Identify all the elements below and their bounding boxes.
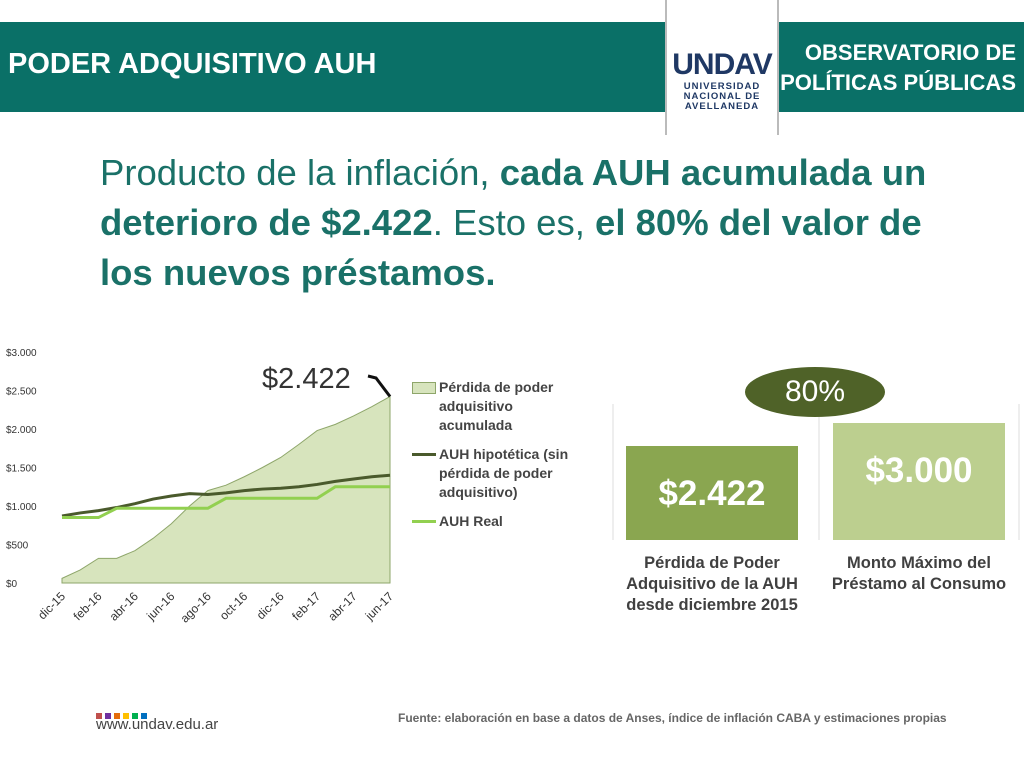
legend-label: AUH Real — [439, 513, 503, 529]
annotation: $2.422 — [262, 363, 351, 395]
legend-item: AUH hipotética (sin pérdida de poder adq… — [412, 445, 582, 502]
logo-box: UNDAV UNIVERSIDAD NACIONAL DE AVELLANEDA — [665, 0, 779, 135]
logo-sub: UNIVERSIDAD NACIONAL DE AVELLANEDA — [667, 82, 777, 112]
value-label: $2.422 — [658, 473, 766, 513]
value-label: $3.000 — [865, 451, 973, 490]
headline-part: . Esto es, — [432, 202, 596, 243]
header-bar — [0, 22, 1024, 112]
legend-swatch — [412, 520, 436, 523]
annotation: 80% — [745, 367, 885, 417]
bar — [833, 423, 1005, 540]
headline-part: el 80% del valor de los nuevos préstamos… — [100, 202, 922, 293]
bar — [626, 445, 798, 540]
headline: Producto de la inflación, cada AUH acumu… — [100, 148, 940, 298]
y-tick-label: $2.000 — [6, 425, 37, 436]
y-tick-label: $1.500 — [6, 464, 37, 475]
headline-part: cada AUH acumulada un deterioro de $2.42… — [100, 152, 927, 243]
y-tick-label: $2.500 — [6, 387, 37, 398]
leader — [367, 374, 392, 398]
y-tick-label: $3.000 — [6, 348, 37, 359]
footer-url: www.undav.edu.ar — [96, 716, 219, 733]
y-tick-label: $1.000 — [6, 502, 37, 513]
logo-line: UNIVERSIDAD — [683, 81, 761, 92]
divider — [818, 404, 820, 540]
legend-label: AUH hipotética (sin pérdida de poder adq… — [439, 446, 569, 500]
category-label: Pérdida de Poder Adquisitivo de la AUH d… — [626, 554, 798, 614]
legend-item: AUH Real — [412, 512, 582, 531]
bar-chart: $2.422 Pérdida de Poder Adquisitivo de la… — [612, 367, 1020, 614]
legend-swatch — [412, 453, 436, 456]
org-name: OBSERVATORIO DE POLÍTICAS PÚBLICAS — [780, 40, 1016, 95]
logo: UNDAV — [672, 48, 772, 81]
logo-line: NACIONAL DE — [683, 91, 761, 102]
legend: Pérdida de poder adquisitivo acumulada AU… — [412, 378, 582, 541]
header-title: PODER ADQUISITIVO AUH — [8, 48, 377, 80]
legend-label: Pérdida de poder adquisitivo acumulada — [439, 379, 554, 433]
color-squares — [96, 706, 147, 724]
footer-source: Fuente: elaboración en base a datos de A… — [398, 711, 947, 725]
logo-line: AVELLANEDA — [684, 101, 760, 112]
line — [62, 485, 390, 520]
headline-part: Producto de la inflación, — [100, 152, 500, 193]
legend-item: Pérdida de poder adquisitivo acumulada — [412, 378, 582, 435]
area — [61, 395, 391, 584]
y-tick-label: $500 — [6, 541, 29, 552]
line-chart: $0$500$1.000$1.500$2.000$2.500$3.000dic-… — [6, 348, 396, 626]
legend-swatch — [412, 382, 436, 394]
divider — [612, 404, 614, 540]
y-tick-label: $0 — [6, 579, 18, 590]
divider — [1018, 404, 1020, 540]
category-label: Monto Máximo del Préstamo al Consumo — [831, 554, 1007, 593]
